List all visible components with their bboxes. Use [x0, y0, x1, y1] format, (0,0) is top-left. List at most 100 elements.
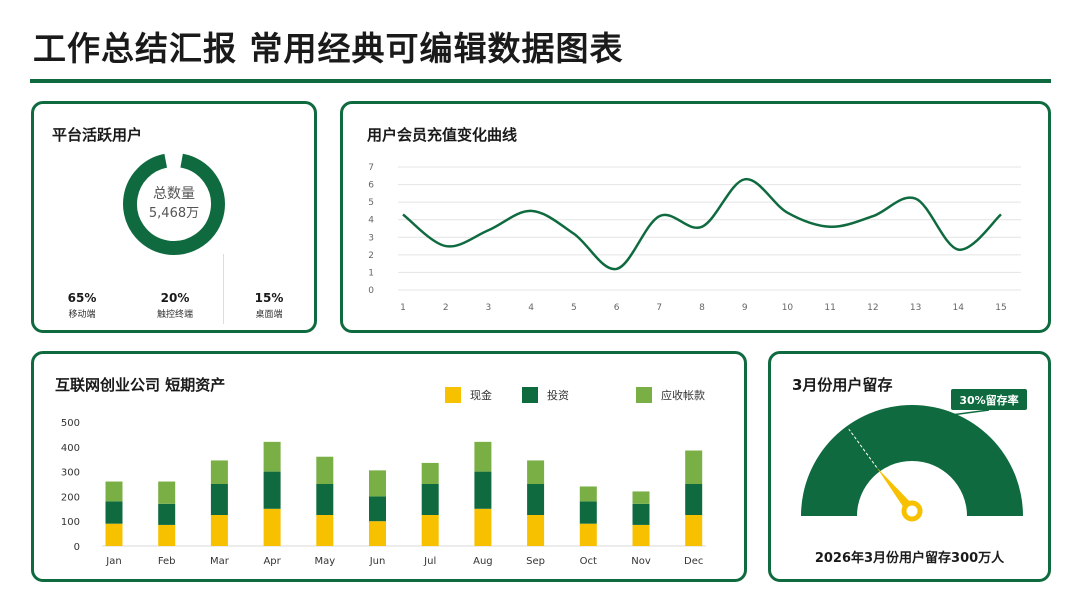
bar-segment-应收帐款	[579, 486, 597, 502]
y-tick-label: 7	[368, 163, 374, 173]
x-tick-label: Aug	[473, 556, 493, 567]
stat-mobile-label: 移动端	[68, 310, 96, 320]
retention-card: 3月份用户留存 30%留存率 2026年3月份用户留存300万人	[768, 351, 1051, 582]
stat-desktop-value: 15%	[254, 291, 284, 305]
x-tick-label: 8	[699, 303, 705, 313]
active-users-title: 平台活跃用户	[52, 126, 143, 144]
bar-segment-应收帐款	[474, 441, 492, 472]
donut-center-label: 总数量	[153, 186, 195, 202]
stat-separator	[223, 254, 224, 324]
bar-segment-应收帐款	[527, 460, 545, 484]
title-divider	[30, 79, 1051, 83]
bar-segment-现金	[210, 515, 228, 546]
x-tick-label: Mar	[210, 556, 230, 567]
x-tick-label: 14	[953, 303, 965, 313]
x-tick-label: 4	[528, 303, 534, 313]
assets-bar-chart: 0 100 200 300 400 500 Jan Feb Mar Apr May Jun Jul Aug…	[61, 387, 706, 567]
x-tick-label: 7	[656, 303, 662, 313]
legend-swatch	[445, 387, 461, 403]
bar-segment-现金	[369, 521, 386, 546]
bar-segment-现金	[421, 515, 439, 546]
x-tick-label: 15	[995, 303, 1006, 313]
bar-segment-应收帐款	[105, 481, 123, 502]
legend-label: 应收帐款	[661, 388, 705, 402]
bar-segment-投资	[210, 484, 228, 515]
donut-center-value: 5,468万	[149, 206, 199, 221]
bar-segment-投资	[579, 501, 597, 524]
active-users-donut: 总数量 5,468万	[123, 153, 225, 255]
bar-segment-应收帐款	[263, 441, 281, 472]
x-tick-label: 2	[443, 303, 449, 313]
bar-segment-现金	[263, 508, 281, 546]
member-recharge-title: 用户会员充值变化曲线	[367, 126, 518, 144]
bar-segment-投资	[421, 484, 439, 515]
y-tick-label: 300	[61, 468, 80, 479]
stat-desktop: 15% 桌面端	[229, 291, 309, 320]
bar-segment-应收帐款	[369, 470, 386, 497]
active-users-card: 平台活跃用户 总数量 5,468万 65% 移动端 20% 触控终端 15% 桌…	[31, 101, 317, 333]
bar-segment-现金	[474, 508, 492, 546]
x-tick-label: 13	[910, 303, 921, 313]
bar-segment-现金	[316, 515, 334, 546]
gauge-arc	[801, 405, 1023, 516]
recharge-series-line	[402, 178, 1002, 271]
bar-segment-投资	[105, 501, 123, 524]
bar-segment-现金	[105, 523, 123, 546]
bar-segment-投资	[316, 484, 334, 515]
y-tick-label: 2	[368, 251, 374, 261]
y-tick-label: 5	[368, 198, 374, 208]
bar-segment-投资	[263, 471, 281, 509]
bar-segment-投资	[369, 496, 386, 522]
stat-desktop-label: 桌面端	[255, 310, 283, 320]
x-tick-label: 12	[867, 303, 878, 313]
bar-segment-投资	[158, 503, 176, 525]
x-tick-label: May	[314, 556, 335, 567]
bar-segment-投资	[527, 484, 545, 515]
member-recharge-card: 用户会员充值变化曲线 0 1 2 3 4 5 6 7 1 2 3 4 5 6 7 8 9 10 11 12 13 14 15	[340, 101, 1051, 333]
y-tick-label: 6	[368, 181, 374, 191]
bar-segment-现金	[685, 515, 703, 546]
donut-ring	[123, 153, 225, 255]
bar-segment-现金	[158, 524, 176, 546]
x-tick-label: 3	[486, 303, 492, 313]
assets-title: 互联网创业公司 短期资产	[55, 376, 226, 394]
bar-segment-现金	[632, 524, 650, 546]
legend-label: 投资	[547, 388, 569, 402]
page-title: 工作总结汇报 常用经典可编辑数据图表	[33, 29, 624, 68]
y-tick-label: 500	[61, 418, 80, 429]
x-tick-label: Sep	[526, 556, 545, 567]
bar-segment-投资	[632, 503, 650, 525]
bar-segment-应收帐款	[632, 491, 650, 504]
bar-segment-应收帐款	[158, 481, 176, 504]
x-tick-label: 6	[614, 303, 620, 313]
bar-segment-应收帐款	[421, 462, 439, 484]
y-tick-label: 4	[368, 216, 374, 226]
legend-swatch	[522, 387, 538, 403]
x-tick-label: 9	[742, 303, 748, 313]
bar-segment-投资	[685, 484, 703, 515]
gauge-callout-line	[848, 409, 990, 430]
y-tick-label: 200	[61, 492, 80, 503]
y-tick-label: 1	[368, 268, 374, 278]
gauge-hub	[901, 500, 923, 522]
y-tick-label: 100	[61, 517, 80, 528]
x-tick-label: Nov	[631, 556, 651, 567]
bar-segment-应收帐款	[316, 456, 334, 484]
x-tick-label: Oct	[580, 556, 597, 567]
bar-segment-现金	[579, 523, 597, 546]
retention-gauge: 30%留存率	[801, 389, 1027, 522]
x-tick-label: 5	[571, 303, 577, 313]
y-tick-label: 3	[368, 233, 374, 243]
legend-swatch	[636, 387, 652, 403]
y-tick-label: 400	[61, 443, 80, 454]
bar-segment-投资	[474, 471, 492, 509]
bar-segment-应收帐款	[210, 460, 228, 484]
retention-title: 3月份用户留存	[792, 376, 893, 394]
y-tick-label: 0	[74, 542, 80, 553]
retention-badge: 30%留存率	[959, 393, 1018, 407]
legend-label: 现金	[470, 388, 492, 402]
stat-mobile: 65% 移动端	[42, 291, 122, 320]
stat-touch-label: 触控终端	[156, 310, 193, 320]
stat-touch: 20% 触控终端	[135, 291, 215, 320]
